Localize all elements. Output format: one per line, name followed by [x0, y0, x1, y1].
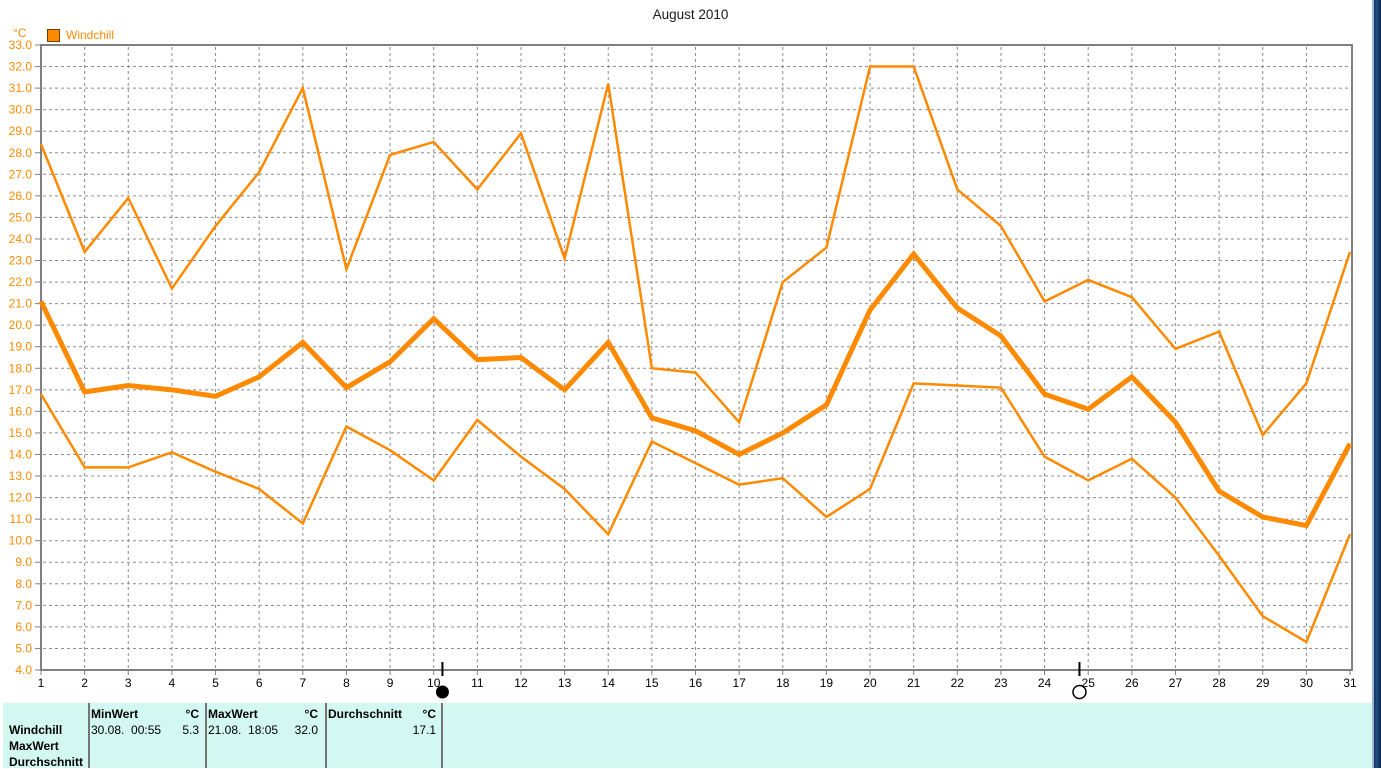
- series-average: [38, 250, 1353, 529]
- x-tick-label: 15: [645, 676, 659, 690]
- y-tick-label: 28.0: [9, 146, 33, 160]
- y-tick-label: 16.0: [9, 404, 33, 418]
- y-tick-label: 10.0: [9, 534, 33, 548]
- y-tick-label: 17.0: [9, 383, 33, 397]
- stats-divider: [441, 703, 443, 768]
- x-tick-label: 11: [471, 676, 484, 690]
- y-tick-label: 29.0: [9, 124, 33, 138]
- chart-title: August 2010: [652, 7, 729, 22]
- stats-divider: [88, 703, 90, 768]
- y-tick-label: 12.0: [9, 491, 33, 505]
- y-tick-label: 4.0: [15, 663, 32, 677]
- x-tick-label: 18: [776, 676, 790, 690]
- x-tick-label: 1: [38, 676, 45, 690]
- y-tick-label: 21.0: [9, 297, 33, 311]
- y-tick-label: 27.0: [9, 167, 33, 181]
- stats-row-label-maxwert: MaxWert: [9, 739, 59, 753]
- x-tick-label: 7: [299, 676, 306, 690]
- x-tick-label: 17: [732, 676, 746, 690]
- x-tick-label: 23: [994, 676, 1008, 690]
- stats-header-maxwert: MaxWert °C: [208, 707, 318, 721]
- series-min: [39, 382, 1352, 644]
- x-tick-label: 13: [558, 676, 572, 690]
- x-tick-label: 8: [343, 676, 350, 690]
- y-tick-label: 26.0: [9, 189, 33, 203]
- stats-row-label-windchill: Windchill: [9, 723, 63, 737]
- y-tick-label: 9.0: [15, 555, 32, 569]
- x-tick-label: 9: [387, 676, 394, 690]
- y-axis-unit-label: °C: [13, 26, 27, 40]
- stats-value-minwert: 30.08. 00:55 5.3: [91, 723, 199, 737]
- x-tick-label: 26: [1125, 676, 1139, 690]
- x-tick-label: 19: [820, 676, 834, 690]
- stats-value-durchschnitt: 17.1: [412, 723, 436, 737]
- stats-header-durchschnitt: Durchschnitt °C: [328, 707, 436, 721]
- x-tick-label: 28: [1212, 676, 1226, 690]
- y-tick-label: 31.0: [9, 81, 33, 95]
- y-tick-label: 7.0: [15, 598, 32, 612]
- y-tick-label: 25.0: [9, 210, 33, 224]
- y-tick-label: 11.0: [10, 512, 33, 526]
- y-tick-label: 24.0: [9, 232, 33, 246]
- y-tick-label: 5.0: [15, 641, 32, 655]
- x-tick-label: 6: [256, 676, 263, 690]
- x-tick-label: 21: [907, 676, 921, 690]
- x-tick-label: 29: [1256, 676, 1270, 690]
- y-tick-label: 22.0: [9, 275, 33, 289]
- stats-panel: Windchill MaxWert Durchschnitt MinWert °…: [3, 703, 1372, 769]
- stats-header-minwert: MinWert °C: [91, 707, 199, 721]
- y-tick-label: 15.0: [9, 426, 33, 440]
- x-tick-label: 10: [427, 676, 441, 690]
- y-tick-label: 32.0: [9, 60, 33, 74]
- stats-value-maxwert: 21.08. 18:05 32.0: [208, 723, 318, 737]
- y-tick-label: 14.0: [9, 447, 33, 461]
- window-right-edge: [1372, 0, 1381, 768]
- x-tick-label: 16: [689, 676, 703, 690]
- y-tick-label: 8.0: [15, 577, 32, 591]
- x-tick-label: 5: [212, 676, 219, 690]
- y-tick-label: 20.0: [9, 318, 33, 332]
- x-tick-label: 27: [1169, 676, 1183, 690]
- y-tick-label: 33.0: [9, 38, 33, 52]
- x-tick-label: 25: [1082, 676, 1096, 690]
- y-tick-label: 13.0: [9, 469, 33, 483]
- series-max: [39, 65, 1352, 438]
- x-tick-label: 4: [169, 676, 176, 690]
- y-tick-label: 6.0: [15, 620, 32, 634]
- x-tick-label: 30: [1300, 676, 1314, 690]
- legend-label-windchill: Windchill: [66, 28, 115, 42]
- x-tick-label: 2: [81, 676, 88, 690]
- x-tick-label: 3: [125, 676, 132, 690]
- legend-swatch-icon: [47, 28, 60, 42]
- x-tick-label: 31: [1343, 676, 1357, 690]
- x-tick-label: 14: [602, 676, 616, 690]
- stats-row-label-durchschnitt: Durchschnitt: [9, 755, 84, 769]
- temperature-line-chart: 33.032.031.030.029.028.027.026.025.024.0…: [9, 38, 1357, 700]
- x-tick-label: 20: [863, 676, 877, 690]
- cursor-marker-open-circle[interactable]: [1072, 684, 1087, 700]
- x-tick-label: 12: [514, 676, 528, 690]
- stats-divider: [205, 703, 207, 768]
- cursor-marker-filled-circle[interactable]: [435, 685, 449, 699]
- x-tick-label: 22: [951, 676, 965, 690]
- plot-border: [40, 44, 1353, 671]
- y-tick-label: 30.0: [9, 103, 33, 117]
- stats-divider: [325, 703, 327, 768]
- legend: Windchill: [47, 28, 114, 42]
- y-tick-label: 18.0: [9, 361, 33, 375]
- y-tick-label: 19.0: [9, 340, 33, 354]
- x-tick-label: 24: [1038, 676, 1052, 690]
- y-tick-label: 23.0: [9, 254, 33, 268]
